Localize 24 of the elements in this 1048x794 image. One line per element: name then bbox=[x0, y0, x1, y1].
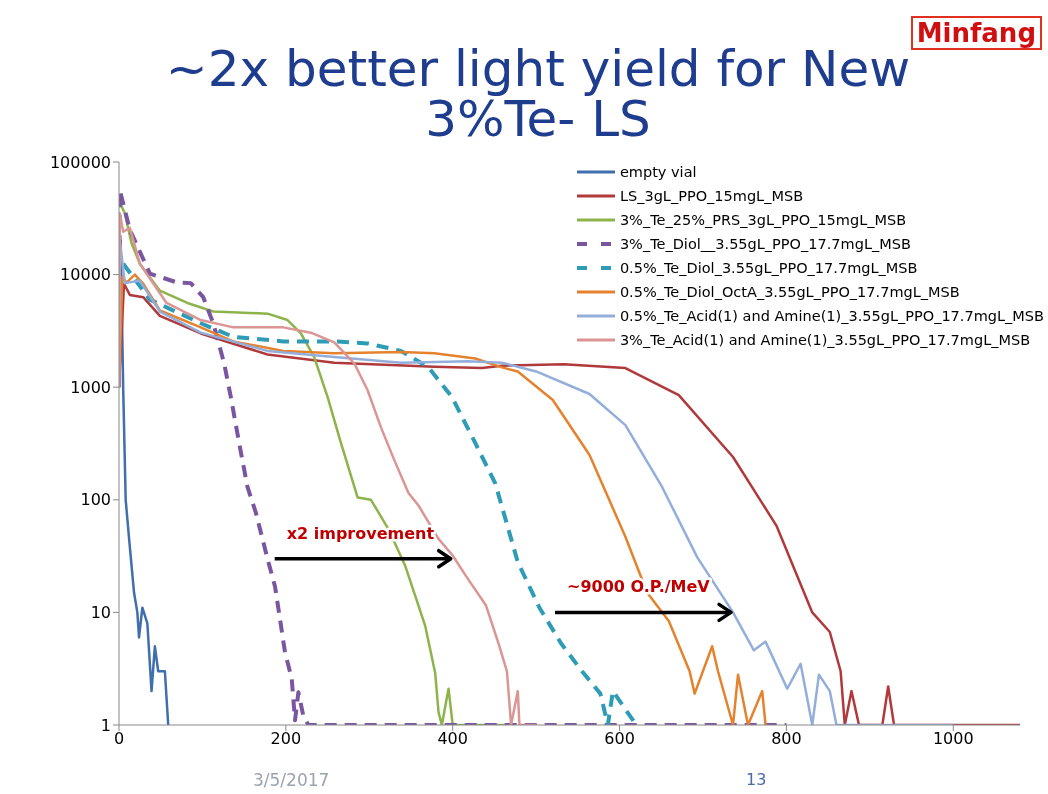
legend-label: LS_3gL_PPO_15mgL_MSB bbox=[619, 187, 804, 206]
legend-label: empty vial bbox=[619, 163, 697, 182]
x-tick-label: 600 bbox=[604, 729, 635, 749]
legend-label: 0.5%_Te_Diol_3.55gL_PPO_17.7mgL_MSB bbox=[619, 259, 918, 278]
chart-title: ~2x better light yield for New 3%Te- LS bbox=[165, 40, 911, 148]
x-tick-label: 400 bbox=[437, 729, 468, 749]
y-tick-label: 100 bbox=[80, 490, 111, 510]
y-tick-label: 1000 bbox=[70, 377, 111, 397]
legend-label: 3%_Te_25%_PRS_3gL_PPO_15mgL_MSB bbox=[619, 211, 907, 230]
y-tick-label: 100000 bbox=[49, 152, 111, 172]
y-tick-label: 10000 bbox=[60, 265, 111, 285]
y-tick-label: 10 bbox=[90, 603, 111, 623]
legend-label: 3%_Te_Diol__3.55gL_PPO_17.7mgL_MSB bbox=[619, 235, 911, 254]
legend-label: 0.5%_Te_Acid(1) and Amine(1)_3.55gL_PPO_17.7mgL_MSB bbox=[619, 307, 1044, 326]
x-tick-label: 0 bbox=[113, 729, 125, 749]
text: Minfang bbox=[910, 16, 1042, 50]
x-tick-label: 1000 bbox=[932, 729, 974, 749]
legend-label: 0.5%_Te_Diol_OctA_3.55gL_PPO_17.7mgL_MSB bbox=[619, 283, 960, 302]
x-tick-label: 800 bbox=[771, 729, 802, 749]
text: 13 bbox=[746, 770, 767, 789]
text: 3/5/2017 bbox=[253, 770, 330, 790]
legend-label: 3%_Te_Acid(1) and Amine(1)_3.55gL_PPO_17.7mgL_MSB bbox=[619, 331, 1031, 350]
y-tick-label: 1 bbox=[100, 715, 111, 735]
x-tick-label: 200 bbox=[270, 729, 302, 749]
